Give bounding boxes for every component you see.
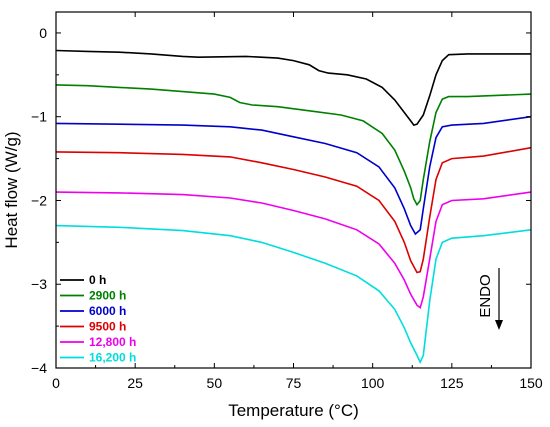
x-tick-label-1: 25 [127, 375, 143, 391]
endo-arrow-head [495, 320, 503, 330]
y-tick-label-4: −4 [31, 360, 47, 376]
y-axis-ticks: 0 −1 −2 −3 −4 [31, 25, 531, 376]
y-tick-label-2: −2 [31, 192, 47, 208]
x-tick-label-2: 50 [207, 375, 223, 391]
x-tick-label-6: 150 [519, 375, 543, 391]
series-line-4 [55, 191, 532, 310]
series-line-0 [55, 49, 531, 127]
legend-label-5: 16,200 h [89, 351, 136, 365]
legend-label-4: 12,800 h [89, 335, 136, 349]
series-line-3 [55, 146, 532, 274]
x-axis-ticks: 0 25 50 75 100 125 150 [52, 12, 543, 391]
series-line-1 [55, 84, 532, 207]
y-axis-title: Heat flow (W/g) [2, 131, 21, 248]
legend-label-0: 0 h [89, 273, 106, 287]
plot-frame [55, 11, 532, 369]
series-line-2 [55, 115, 532, 236]
legend-label-2: 6000 h [89, 304, 126, 318]
x-axis-title: Temperature (°C) [228, 401, 359, 420]
x-tick-label-3: 75 [286, 375, 302, 391]
y-tick-label-1: −1 [31, 109, 47, 125]
legend-label-3: 9500 h [89, 320, 126, 334]
endo-label: ENDO [477, 274, 494, 317]
legend-label-1: 2900 h [89, 289, 126, 303]
x-tick-label-4: 100 [361, 375, 385, 391]
series-line-5 [55, 224, 532, 364]
endo-annotation: ENDO [477, 268, 503, 330]
x-tick-label-0: 0 [52, 375, 60, 391]
y-tick-label-3: −3 [31, 276, 47, 292]
y-tick-label-0: 0 [39, 25, 47, 41]
x-tick-label-5: 125 [440, 375, 464, 391]
plot-area [55, 11, 532, 369]
